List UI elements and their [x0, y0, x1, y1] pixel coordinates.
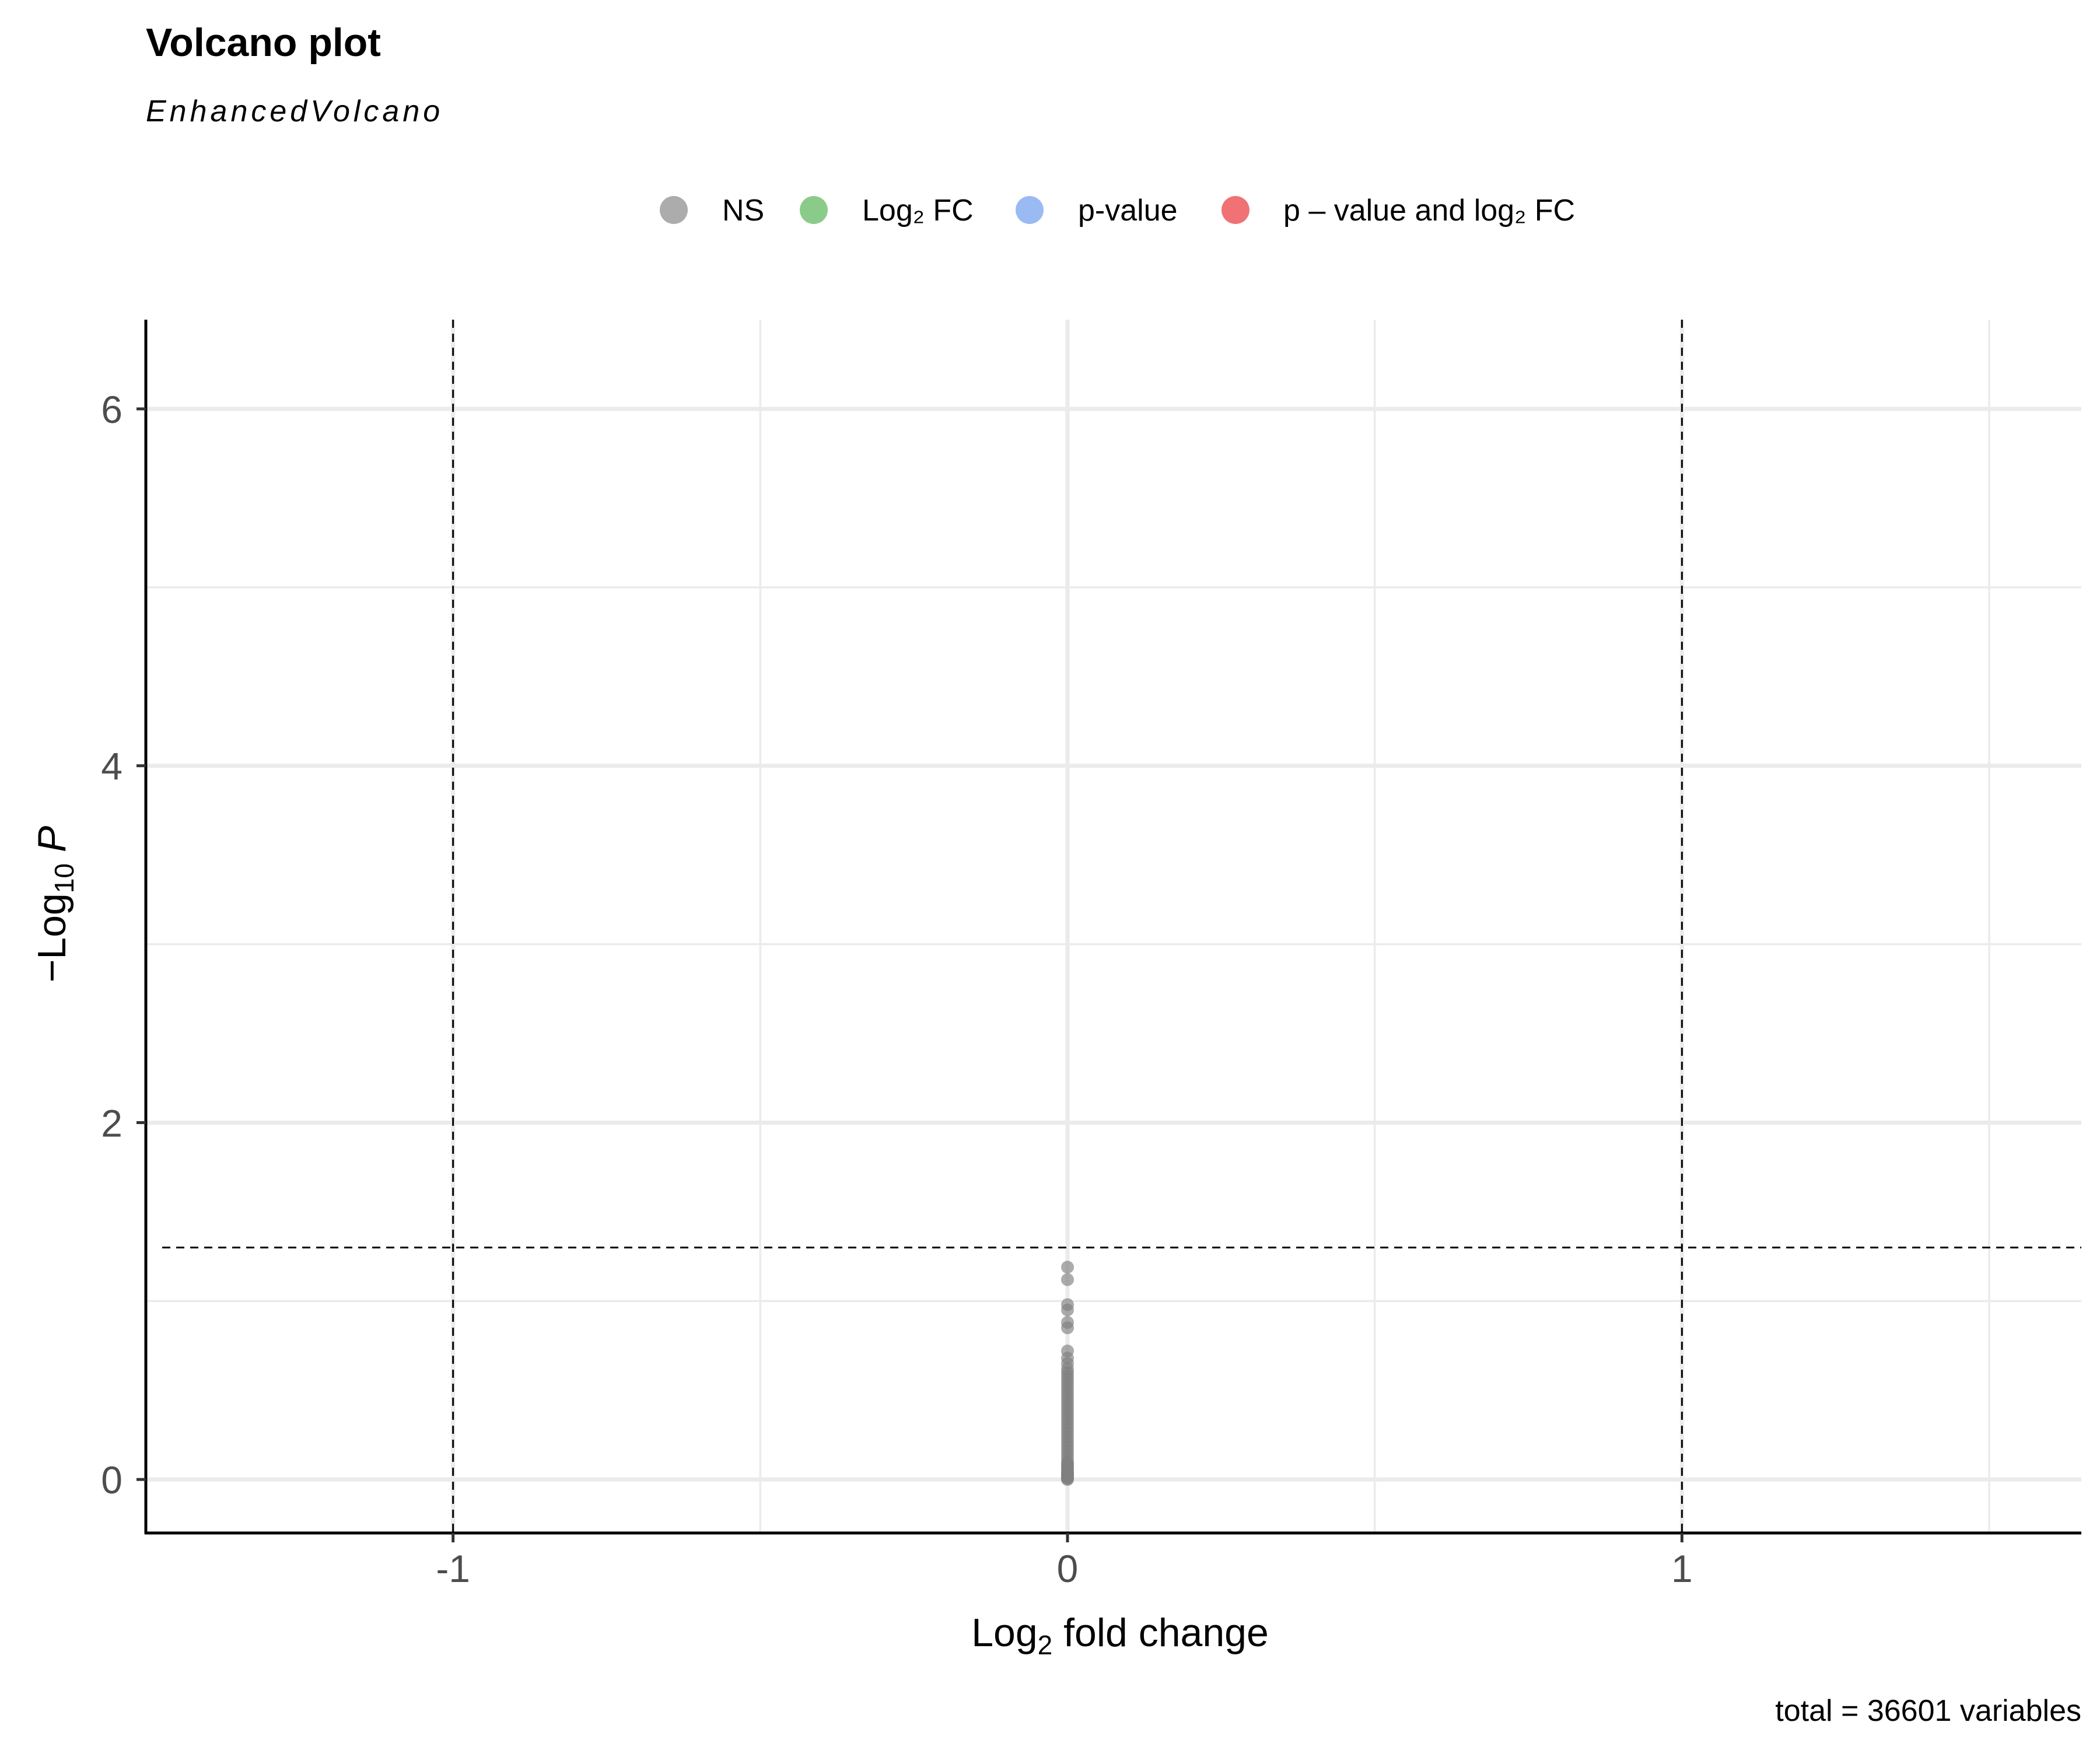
data-point: [1061, 1321, 1074, 1335]
y-axis-ticks: 0 2 4 6: [101, 388, 146, 1502]
legend-label-p: p-value: [1078, 194, 1178, 228]
legend-label-both: p – value and log₂ FC: [1283, 194, 1575, 228]
data-point: [1061, 1261, 1074, 1274]
legend-key-ns: [660, 196, 688, 224]
y-axis-label: −Log10 P: [30, 826, 79, 983]
y-tick-label: 6: [101, 388, 123, 431]
x-tick-label: 1: [1671, 1547, 1693, 1590]
y-tick-label: 4: [101, 745, 123, 788]
chart-subtitle: EnhancedVolcano: [146, 94, 443, 128]
data-point: [1061, 1473, 1074, 1486]
x-tick-label: 0: [1057, 1547, 1079, 1590]
legend-key-p: [1016, 196, 1044, 224]
threshold-lines: [162, 320, 2081, 1533]
y-tick-label: 0: [101, 1458, 123, 1502]
grid-minor: [145, 320, 2081, 1533]
legend-label-ns: NS: [722, 194, 764, 228]
legend-key-both: [1222, 196, 1250, 224]
legend: NS Log₂ FC p-value p – value and log₂ FC: [660, 194, 1575, 228]
legend-label-fc: Log₂ FC: [862, 194, 974, 228]
chart-caption: total = 36601 variables: [1775, 1694, 2081, 1728]
data-points: [1061, 1261, 1074, 1486]
x-tick-label: -1: [436, 1547, 470, 1590]
x-axis-label: Log2 fold change: [971, 1611, 1269, 1660]
legend-key-fc: [800, 196, 828, 224]
chart-title: Volcano plot: [146, 20, 381, 65]
y-tick-label: 2: [101, 1101, 123, 1144]
data-point: [1061, 1303, 1074, 1317]
axes: [144, 320, 2081, 1535]
x-axis-ticks: -1 0 1: [436, 1533, 1693, 1590]
data-point: [1061, 1273, 1074, 1286]
